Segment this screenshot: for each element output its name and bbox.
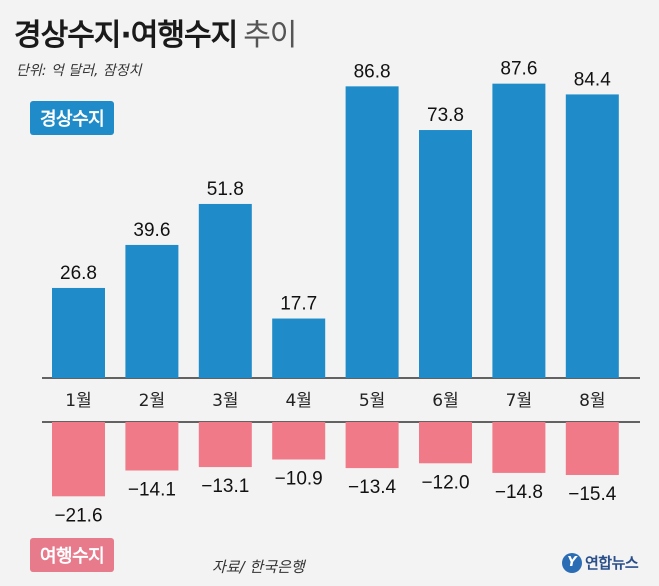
travel-account-bar [272, 422, 326, 460]
legend-current-account: 경상수지 [30, 101, 115, 135]
current-account-bar [345, 86, 399, 379]
current-account-value-label: 39.6 [133, 220, 170, 241]
logo-text: 연합뉴스 [585, 554, 639, 572]
month-tick-label: 5월 [359, 391, 385, 411]
legend-travel-account: 여행수지 [30, 538, 115, 572]
travel-account-bar [345, 422, 399, 469]
current-account-value-label: 26.8 [60, 263, 97, 284]
travel-account-value-label: −12.0 [421, 472, 469, 493]
title-main: 경상수지·여행수지 [14, 18, 238, 53]
month-tick-label: 2월 [139, 391, 165, 411]
current-account-bar [52, 287, 105, 378]
month-tick-label: 3월 [212, 391, 238, 411]
month-tick-label: 6월 [432, 391, 458, 411]
logo-icon: Y [562, 552, 582, 573]
month-tick-label: 4월 [285, 391, 311, 411]
travel-account-value-label: −14.1 [128, 480, 176, 501]
unit-note: 단위: 억 달러, 잠정치 [16, 63, 142, 79]
travel-account-value-label: −13.4 [348, 477, 397, 498]
title-sub: 추이 [243, 18, 297, 53]
month-tick-label: 8월 [579, 391, 605, 411]
yonhap-logo: Y 연합뉴스 [562, 552, 639, 573]
travel-account-value-label: −14.8 [495, 482, 543, 503]
travel-account-bar [492, 422, 546, 473]
current-account-bar [125, 244, 179, 378]
month-tick-label: 1월 [65, 391, 91, 411]
current-account-bar [492, 83, 546, 378]
travel-account-bar [52, 422, 105, 497]
chart-title: 경상수지·여행수지 추이 [14, 10, 297, 54]
travel-account-bar [198, 422, 252, 468]
current-account-value-label: 87.6 [500, 59, 537, 80]
travel-account-bar [419, 422, 472, 464]
current-account-bar [198, 203, 252, 378]
current-account-value-label: 73.8 [427, 105, 464, 126]
month-tick-label: 7월 [506, 391, 532, 411]
travel-account-value-label: −15.4 [568, 484, 617, 505]
current-account-bar [565, 94, 619, 378]
current-account-value-label: 17.7 [280, 294, 317, 315]
current-account-value-label: 84.4 [574, 69, 611, 90]
travel-account-value-label: −21.6 [54, 505, 102, 526]
travel-account-bar [565, 422, 619, 475]
travel-account-value-label: −10.9 [275, 468, 323, 489]
current-account-value-label: 86.8 [354, 61, 391, 82]
travel-account-value-label: −13.1 [201, 476, 249, 497]
current-account-value-label: 51.8 [207, 179, 244, 200]
current-account-bar [272, 318, 326, 378]
source-note: 자료/ 한국은행 [212, 558, 305, 576]
travel-account-bar [125, 422, 179, 471]
current-account-bar [419, 130, 472, 378]
